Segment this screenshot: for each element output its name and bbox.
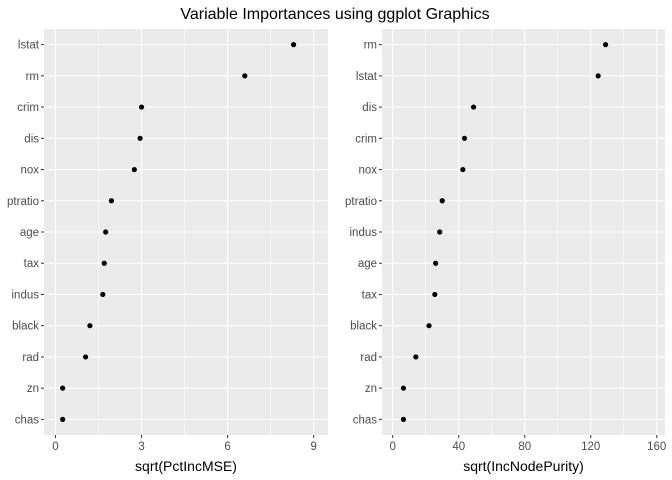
incnodepurity-point-tax	[432, 291, 438, 298]
incnodepurity-panel: rm lstat dis crim nox ptratio indus age tax black…	[345, 29, 666, 474]
incnodepurity-y-tick-label-rad: rad	[360, 352, 377, 364]
pctincmse-point-dis	[137, 135, 143, 141]
incnodepurity-x-tick-label: 40	[452, 441, 465, 453]
incnodepurity-point-rm	[602, 42, 609, 48]
pctincmse-y-tick-label-rad: rad	[22, 352, 39, 364]
incnodepurity-point-crim	[461, 135, 468, 141]
pctincmse-y-tick-label-zn: zn	[27, 383, 39, 395]
incnodepurity-x-tick-label: 160	[647, 441, 666, 453]
pctincmse-point-rad	[82, 354, 89, 360]
incnodepurity-y-tick-label-black: black	[350, 321, 377, 333]
incnodepurity-y-tick-label-indus: indus	[350, 227, 378, 239]
incnodepurity-point-indus	[437, 229, 443, 235]
pctincmse-point-crim	[138, 104, 145, 110]
incnodepurity-y-tick-label-age: age	[358, 258, 377, 270]
incnodepurity-point-nox	[460, 166, 466, 173]
pctincmse-y-tick-label-chas: chas	[15, 414, 40, 426]
pctincmse-point-indus	[100, 291, 106, 298]
pctincmse-point-zn	[60, 385, 66, 391]
incnodepurity-y-tick-label-nox: nox	[358, 165, 377, 177]
pctincmse-y-tick-label-indus: indus	[12, 289, 40, 301]
pctincmse-y-tick-label-black: black	[12, 321, 39, 333]
pctincmse-y-tick-label-nox: nox	[20, 165, 39, 177]
incnodepurity-y-tick-label-zn: zn	[365, 383, 377, 395]
pctincmse-point-nox	[131, 166, 137, 173]
pctincmse-y-tick-label-ptratio: ptratio	[7, 196, 39, 208]
pctincmse-y-tick-label-lstat: lstat	[18, 40, 40, 52]
incnodepurity-y-tick-label-dis: dis	[362, 102, 377, 114]
pctincmse-x-tick-label: 9	[310, 441, 316, 453]
incnodepurity-x-tick-label: 80	[518, 441, 531, 453]
incnodepurity-point-ptratio	[439, 198, 445, 204]
pctincmse-point-rm	[242, 73, 248, 79]
incnodepurity-point-rad	[413, 354, 419, 360]
chart-title: Variable Importances using ggplot Graphi…	[180, 6, 489, 23]
pctincmse-x-tick-label: 0	[52, 441, 58, 453]
incnodepurity-y-tick-label-crim: crim	[355, 133, 377, 145]
incnodepurity-point-black	[426, 323, 432, 329]
pctincmse-point-lstat	[290, 42, 297, 48]
pctincmse-point-tax	[101, 260, 107, 266]
incnodepurity-point-chas	[400, 416, 407, 422]
pctincmse-point-black	[87, 323, 93, 329]
pctincmse-y-tick-label-crim: crim	[17, 102, 39, 114]
pctincmse-point-age	[103, 229, 109, 235]
pctincmse-point-ptratio	[108, 198, 115, 204]
incnodepurity-y-tick-label-lstat: lstat	[356, 71, 378, 83]
incnodepurity-y-tick-label-rm: rm	[364, 40, 377, 52]
incnodepurity-point-age	[433, 260, 439, 266]
incnodepurity-point-dis	[470, 104, 477, 110]
incnodepurity-y-tick-label-ptratio: ptratio	[345, 196, 377, 208]
incnodepurity-point-lstat	[595, 73, 601, 79]
pctincmse-y-tick-label-tax: tax	[24, 258, 40, 270]
pctincmse-x-tick-label: 6	[224, 441, 230, 453]
pctincmse-point-chas	[60, 416, 66, 422]
pctincmse-y-tick-label-dis: dis	[24, 133, 39, 145]
incnodepurity-x-axis-title: sqrt(IncNodePurity)	[463, 458, 584, 474]
incnodepurity-y-tick-label-tax: tax	[362, 289, 378, 301]
incnodepurity-x-tick-label: 120	[581, 441, 600, 453]
incnodepurity-y-tick-label-chas: chas	[353, 414, 378, 426]
pctincmse-x-tick-label: 3	[138, 441, 144, 453]
incnodepurity-x-tick-label: 0	[390, 441, 396, 453]
incnodepurity-point-zn	[400, 385, 407, 391]
pctincmse-y-tick-label-age: age	[20, 227, 39, 239]
pctincmse-x-axis-title: sqrt(PctIncMSE)	[135, 458, 237, 474]
pctincmse-panel: lstat rm crim dis nox ptratio age tax indus black…	[7, 29, 328, 474]
pctincmse-y-tick-label-rm: rm	[26, 71, 39, 83]
